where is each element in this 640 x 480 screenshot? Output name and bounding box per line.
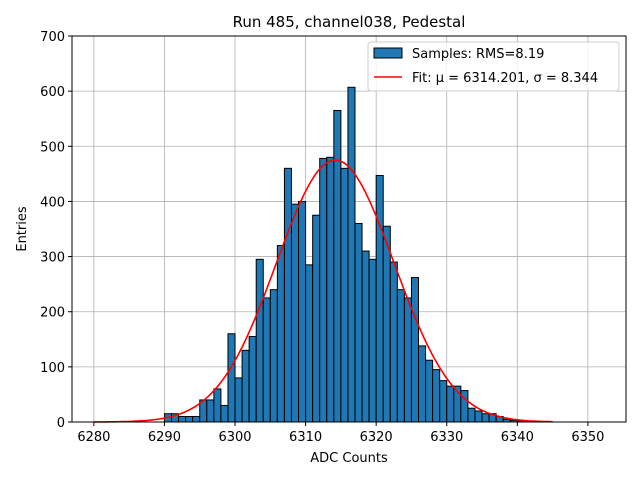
histogram-bar: [305, 264, 314, 423]
histogram-bar: [255, 258, 264, 423]
y-tick-label: 700: [40, 30, 65, 45]
histogram-bar: [326, 156, 335, 423]
histogram-bar: [269, 289, 278, 423]
x-tick-label: 6330: [430, 430, 463, 445]
histogram-bar: [446, 385, 455, 423]
histogram-bar: [220, 404, 229, 423]
x-tick-label: 6310: [289, 430, 322, 445]
x-tick-label: 6320: [360, 430, 393, 445]
y-tick-label: 600: [40, 85, 65, 100]
histogram-bar: [403, 297, 412, 423]
histogram-bar: [467, 407, 476, 423]
histogram-bar: [481, 413, 490, 423]
histogram-bar: [213, 388, 222, 423]
histogram-bar: [389, 261, 398, 423]
histogram-bar: [178, 415, 187, 423]
x-tick-label: 6300: [218, 430, 251, 445]
histogram-bar: [347, 86, 356, 423]
histogram-bar: [432, 369, 441, 423]
y-tick-label: 500: [40, 140, 65, 155]
fit-curve: [93, 159, 553, 423]
legend: Samples: RMS=8.19 Fit: μ = 6314.201, σ =…: [367, 41, 620, 92]
histogram-bar: [333, 109, 342, 423]
legend-entry-samples: Samples: RMS=8.19: [412, 47, 544, 62]
histogram-bar: [418, 345, 427, 423]
histogram-bars: [163, 86, 525, 423]
histogram-bar: [375, 175, 384, 423]
histogram-bar: [368, 258, 377, 423]
histogram-bar: [290, 203, 300, 423]
plot-frame: [71, 35, 627, 423]
y-tick-label: 400: [40, 195, 65, 210]
chart-title: Run 485, channel038, Pedestal: [233, 13, 466, 31]
legend-entry-fit: Fit: μ = 6314.201, σ = 8.344: [412, 71, 598, 86]
y-tick-label: 300: [40, 251, 65, 266]
histogram-bar: [283, 167, 292, 423]
histogram-bar: [227, 333, 236, 423]
x-ticks: 6280 6290 6300 6310 6320 6330 6340 6350: [77, 422, 604, 445]
histogram-bar: [206, 399, 215, 423]
legend-box: [367, 41, 620, 92]
x-tick-label: 6290: [148, 430, 181, 445]
histogram-bar: [312, 214, 321, 423]
histogram-bar: [439, 380, 448, 423]
histogram-bar: [192, 415, 201, 423]
histogram-bar: [382, 225, 391, 423]
x-tick-label: 6350: [571, 430, 604, 445]
y-ticks: 0 100 200 300 400 500 600 700: [40, 30, 72, 431]
histogram-bar: [361, 250, 370, 423]
histogram-bar: [396, 289, 405, 423]
histogram-bar: [276, 245, 285, 423]
y-tick-label: 0: [57, 416, 65, 431]
histogram-bar: [474, 410, 483, 423]
histogram-bar: [234, 377, 243, 423]
y-tick-label: 100: [40, 361, 65, 376]
x-tick-label: 6280: [77, 430, 110, 445]
x-axis-label: ADC Counts: [310, 451, 388, 466]
histogram-bar: [248, 336, 257, 423]
histogram-bar: [241, 349, 250, 423]
y-tick-label: 200: [40, 306, 65, 321]
histogram-bar: [354, 222, 363, 423]
x-tick-label: 6340: [501, 430, 534, 445]
histogram-bar: [319, 157, 328, 423]
histogram-bar: [425, 359, 434, 423]
y-axis-label: Entries: [15, 206, 30, 252]
histogram-bar: [262, 297, 271, 423]
histogram-bar: [185, 415, 194, 423]
histogram-bar: [340, 167, 349, 423]
legend-bar-swatch: [373, 47, 403, 59]
histogram-bar: [298, 200, 307, 423]
histogram-bar: [410, 277, 420, 423]
